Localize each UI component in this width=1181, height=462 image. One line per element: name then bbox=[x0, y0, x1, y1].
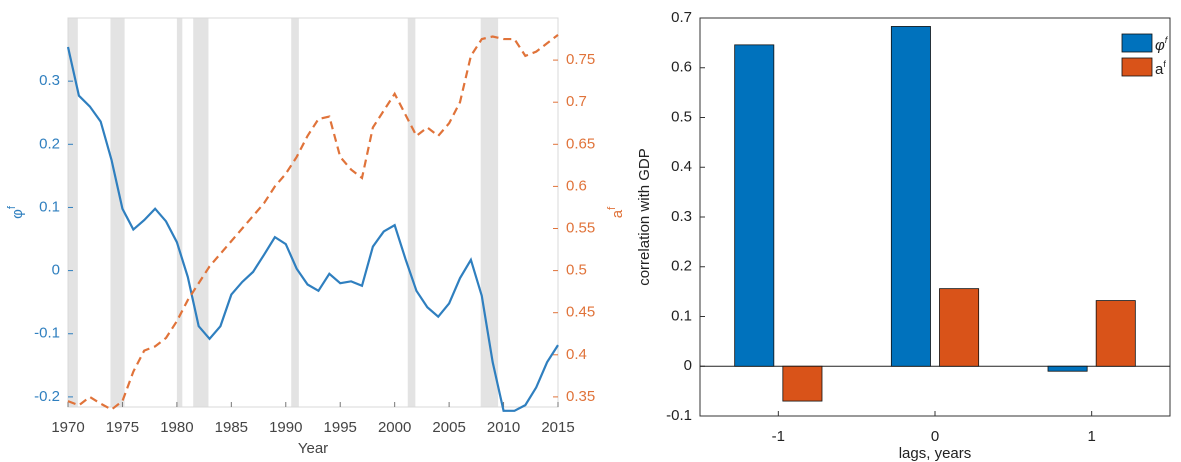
y2-tick-label: 0.65 bbox=[566, 135, 595, 152]
x-tick-label: 2010 bbox=[487, 419, 520, 436]
x-tick-label: 1985 bbox=[215, 419, 248, 436]
legend-label: φf bbox=[1155, 35, 1169, 54]
recession-band bbox=[68, 18, 78, 407]
y2-tick-label: 0.45 bbox=[566, 304, 595, 321]
legend-swatch bbox=[1121, 57, 1153, 77]
x-tick-label: 1995 bbox=[324, 419, 357, 436]
y2-tick-label: 0.7 bbox=[566, 93, 587, 110]
legend-label-sup: f bbox=[1163, 59, 1166, 69]
recession-band bbox=[193, 18, 209, 407]
y-tick-label: 0.1 bbox=[671, 307, 692, 324]
y-tick-label: -0.2 bbox=[34, 388, 60, 405]
bar bbox=[1095, 300, 1136, 367]
y2-tick-label: 0.35 bbox=[566, 388, 595, 405]
recession-band bbox=[291, 18, 299, 407]
bar bbox=[734, 44, 775, 367]
y-tick-label: 0.2 bbox=[671, 258, 692, 275]
y-tick-label: 0.4 bbox=[671, 158, 692, 175]
x-tick-label: 1990 bbox=[269, 419, 302, 436]
x-tick-label: 2000 bbox=[378, 419, 411, 436]
legend-label-base: a bbox=[1155, 61, 1164, 78]
y-tick-label: 0 bbox=[52, 262, 60, 279]
y-tick-label: 0.7 bbox=[671, 9, 692, 26]
x-tick-label: 1 bbox=[1087, 428, 1095, 445]
y-tick-label: -0.1 bbox=[666, 407, 692, 424]
y2-axis-label: af bbox=[606, 206, 626, 218]
legend-swatch bbox=[1121, 33, 1153, 53]
y-tick-label: 0 bbox=[684, 357, 692, 374]
y-tick-label: 0.6 bbox=[671, 59, 692, 76]
x-axis-label: lags, years bbox=[899, 445, 972, 462]
legend-label: af bbox=[1155, 59, 1166, 78]
legend-label-sup: f bbox=[1165, 35, 1169, 45]
x-tick-label: 1980 bbox=[160, 419, 193, 436]
recession-band bbox=[110, 18, 125, 407]
y-axis-label-sup: f bbox=[6, 205, 18, 209]
y-axis-label: correlation with GDP bbox=[636, 148, 653, 286]
bar bbox=[890, 26, 931, 367]
y-axis-label-base: φ bbox=[9, 209, 26, 219]
y-tick-label: 0.3 bbox=[39, 72, 60, 89]
x-tick-label: 2015 bbox=[541, 419, 574, 436]
bar bbox=[939, 288, 980, 367]
y2-axis-label-base: a bbox=[609, 209, 626, 218]
recession-band bbox=[176, 18, 183, 407]
series-line bbox=[67, 33, 559, 411]
plot-frame bbox=[67, 17, 559, 408]
x-tick-label: 1970 bbox=[51, 419, 84, 436]
bar bbox=[1047, 365, 1088, 372]
x-tick-label: 1975 bbox=[106, 419, 139, 436]
y2-axis-label-sup: f bbox=[606, 206, 618, 210]
y-tick-label: -0.1 bbox=[34, 325, 60, 342]
y2-tick-label: 0.5 bbox=[566, 262, 587, 279]
y-tick-label: 0.1 bbox=[39, 198, 60, 215]
legend-label-base: φ bbox=[1155, 37, 1165, 54]
recession-band bbox=[407, 18, 416, 407]
y-tick-label: 0.5 bbox=[671, 108, 692, 125]
x-tick-label: 2005 bbox=[432, 419, 465, 436]
y2-tick-label: 0.4 bbox=[566, 346, 587, 363]
x-axis-label: Year bbox=[298, 440, 328, 457]
y-axis-label: φf bbox=[6, 205, 26, 219]
y-tick-label: 0.3 bbox=[671, 208, 692, 225]
bar bbox=[782, 365, 823, 402]
x-tick-label: 0 bbox=[931, 428, 939, 445]
y2-tick-label: 0.6 bbox=[566, 177, 587, 194]
y2-tick-label: 0.55 bbox=[566, 219, 595, 236]
y2-tick-label: 0.75 bbox=[566, 51, 595, 68]
y-tick-label: 0.2 bbox=[39, 135, 60, 152]
series-line bbox=[66, 46, 559, 412]
x-tick-label: -1 bbox=[772, 428, 785, 445]
